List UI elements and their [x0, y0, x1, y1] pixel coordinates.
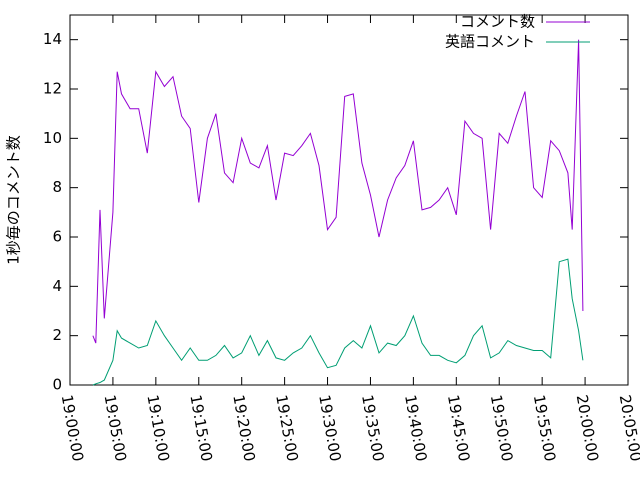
- x-tick-label: 19:45:00: [444, 393, 473, 462]
- x-tick-label: 19:30:00: [315, 393, 344, 462]
- legend-label: 英語コメント: [445, 33, 535, 51]
- plot-border: [69, 14, 629, 386]
- x-tick-label: 19:35:00: [358, 393, 387, 462]
- y-tick-label: 14: [43, 30, 62, 48]
- x-tick-label: 19:05:00: [101, 393, 130, 462]
- y-tick-label: 6: [52, 228, 62, 246]
- x-tick-label: 19:55:00: [530, 393, 559, 462]
- x-tick-label: 19:00:00: [58, 393, 87, 462]
- x-tick-label: 20:05:00: [616, 393, 640, 462]
- y-tick-label: 4: [52, 277, 62, 295]
- data-line: [92, 39, 584, 344]
- y-axis-label: 1秒毎のコメント数: [5, 135, 23, 265]
- legend-label: コメント数: [460, 13, 535, 31]
- x-tick-label: 19:50:00: [487, 393, 516, 462]
- x-tick-label: 19:15:00: [186, 393, 215, 462]
- x-tick-label: 19:40:00: [401, 393, 430, 462]
- y-tick-label: 2: [52, 326, 62, 344]
- x-tick-label: 19:25:00: [272, 393, 301, 462]
- y-tick-label: 10: [43, 129, 62, 147]
- y-tick-label: 12: [43, 80, 62, 98]
- y-tick-label: 0: [52, 376, 62, 394]
- x-tick-label: 19:10:00: [143, 393, 172, 462]
- y-tick-label: 8: [52, 178, 62, 196]
- x-tick-label: 20:00:00: [573, 393, 602, 462]
- x-tick-label: 19:20:00: [229, 393, 258, 462]
- data-line: [92, 258, 584, 386]
